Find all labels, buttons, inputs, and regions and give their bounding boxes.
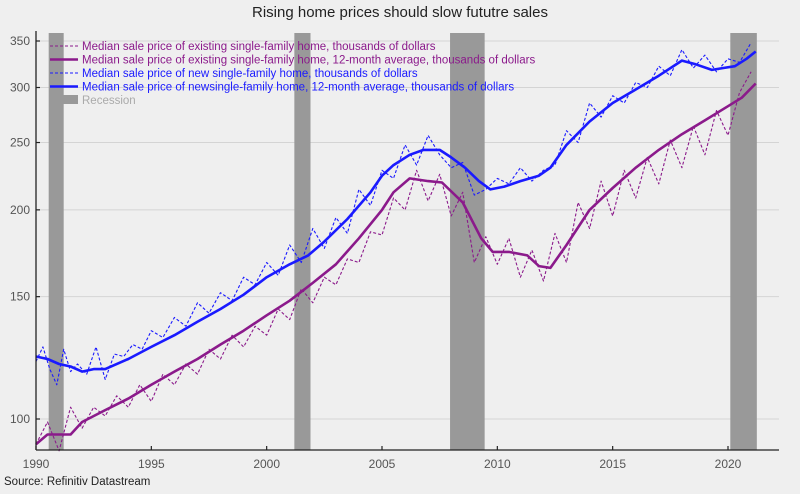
x-tick-label: 2015 (599, 457, 626, 471)
recession-bands (48, 33, 757, 450)
recession-band (48, 33, 64, 450)
series-line-dashed-0 (35, 71, 752, 452)
axes: 100 150 200 250 300 350 1990 1995 2000 2005 2010 20… (10, 31, 779, 471)
y-tick-label: 150 (10, 290, 30, 304)
series-lines (35, 42, 757, 452)
legend-swatch-recession (50, 95, 78, 104)
y-tick-label: 350 (10, 34, 30, 48)
x-tick-label: 2005 (369, 457, 396, 471)
legend-label: Median sale price of existing single-fam… (82, 55, 535, 67)
recession-band (450, 33, 485, 450)
chart-title: Rising home prices should slow fututre s… (252, 4, 548, 21)
x-tick-label: 2010 (484, 457, 511, 471)
legend-label: Median sale price of existing single-fam… (82, 41, 436, 53)
legend-label-recession: Recession (82, 95, 136, 107)
series-line-solid-1 (35, 82, 757, 446)
y-tick-label: 200 (10, 203, 30, 217)
x-tick-label: 1990 (23, 457, 50, 471)
series-line-dashed-2 (35, 42, 752, 386)
x-tick-label: 2020 (715, 457, 742, 471)
source-note: Source: Refinitiv Datastream (4, 476, 151, 488)
x-tick-label: 2000 (253, 457, 280, 471)
y-tick-label: 300 (10, 81, 30, 95)
gridlines (36, 40, 779, 420)
legend: Median sale price of existing single-fam… (50, 41, 535, 107)
recession-band (294, 33, 311, 450)
y-tick-label: 250 (10, 136, 30, 150)
legend-label: Median sale price of new single-family h… (82, 68, 418, 80)
y-tick-label: 100 (10, 412, 30, 426)
series-line-solid-3 (35, 50, 757, 373)
legend-label: Median sale price of newsingle-family ho… (82, 82, 514, 94)
x-tick-label: 1995 (138, 457, 165, 471)
